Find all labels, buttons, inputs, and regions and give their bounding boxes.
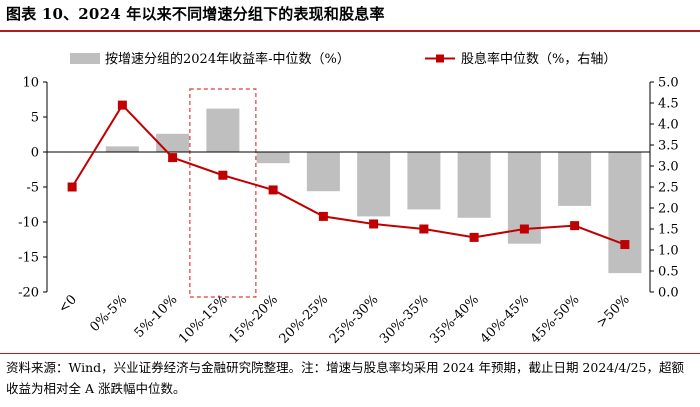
chart: 按增速分组的2024年收益率-中位数（%） 股息率中位数（%，右轴） 10 5 0 -5… [18,51,679,347]
axes: 10 5 0 -5 -10 -15 -20 5.0 4.5 4.0 3.5 3.0 2.5 2.0 1.5 1… [18,76,679,301]
legend-label-line: 股息率中位数（%，右轴） [461,51,616,67]
x-tick-label: 0%-5% [87,292,130,335]
left-tick-label: 5 [31,111,39,126]
bar [558,152,592,206]
legend-label-bar: 按增速分组的2024年收益率-中位数（%） [105,51,350,67]
x-tick-label: >50% [594,292,633,331]
source-note: 资料来源：Wind，兴业证券经济与金融研究院整理。注：增速与股息率均采用 202… [6,360,685,396]
x-tick-label: 40%-45% [478,292,533,347]
line-point [168,153,178,163]
legend: 按增速分组的2024年收益率-中位数（%） 股息率中位数（%，右轴） [70,51,616,67]
x-tick-label: 5%-10% [132,292,181,341]
left-tick-label: -10 [18,216,39,231]
line-point [67,182,77,192]
right-tick-label: 1.5 [658,223,679,238]
x-tick-label: 30%-35% [377,292,432,347]
x-tick-label: 45%-50% [528,292,583,347]
left-tick-label: 10 [22,76,39,91]
x-tick-label: 20%-25% [277,292,332,347]
right-tick-label: 1.0 [658,244,679,259]
bar [306,152,340,192]
line-point [620,240,630,250]
left-tick-label: -20 [18,286,39,301]
x-tick-label: 35%-40% [427,292,482,347]
line-point [117,100,127,110]
x-tick-label: 10%-15% [176,292,231,347]
line-point [318,211,328,221]
highlight-box-rect [189,88,257,298]
dividend-line [71,103,626,246]
right-tick-label: 0.0 [658,286,679,301]
x-tick-labels: <0 0%-5% 5%-10%10%-15%15%-20%20%-25%25%-30… [56,292,633,347]
title-divider [0,30,700,32]
right-tick-label: 0.5 [658,265,679,280]
footer-divider [0,353,700,354]
right-tick-label: 2.0 [658,202,679,217]
line-point [419,224,429,234]
bar-series [105,108,642,274]
bar [357,152,391,217]
right-tick-label: 5.0 [658,76,679,91]
bar [407,152,441,210]
line-series [67,100,630,250]
right-tick-label: 2.5 [658,181,679,196]
legend-swatch-bar [70,53,100,64]
bar [105,146,139,152]
x-tick-label: 25%-30% [327,292,382,347]
line-point [268,185,278,195]
left-tick-label: -5 [26,181,39,196]
legend-marker [436,54,444,63]
bar [156,133,190,152]
right-tick-label: 4.5 [658,97,679,112]
highlight-box [189,88,257,298]
line-point [469,232,479,242]
x-tick-label: <0 [56,292,80,316]
left-tick-label: -15 [18,251,39,266]
line-point [519,224,529,234]
bar [206,108,240,152]
right-tick-label: 4.0 [658,118,679,133]
x-tick-label: 15%-20% [226,292,281,347]
right-tick-label: 3.0 [658,160,679,175]
left-tick-label: 0 [31,146,39,161]
chart-title: 图表 10、2024 年以来不同增速分组下的表现和股息率 [6,5,385,23]
bar [256,152,290,164]
bar [457,152,491,218]
line-point [570,221,580,231]
line-point [369,219,379,229]
right-tick-label: 3.5 [658,139,679,154]
bar [608,152,642,274]
line-point [218,170,228,180]
